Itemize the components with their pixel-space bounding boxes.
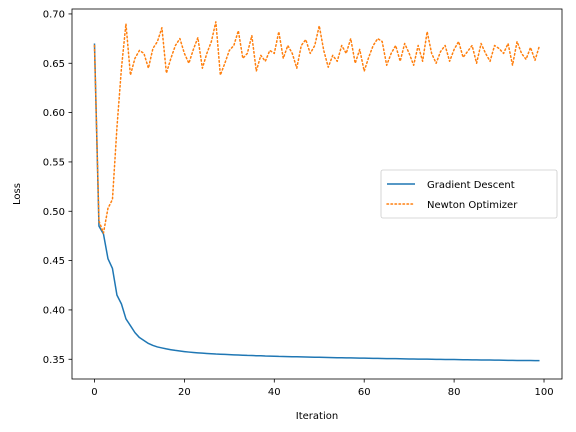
x-tick-label: 20 (178, 387, 191, 398)
legend-label-newton-optimizer: Newton Optimizer (427, 200, 518, 211)
y-tick-label: 0.35 (43, 355, 65, 366)
y-tick-label: 0.40 (43, 305, 65, 316)
y-tick-label: 0.65 (43, 59, 65, 70)
plot-area (93, 21, 541, 362)
x-axis-label: Iteration (296, 411, 338, 422)
series-line-newton-optimizer (93, 21, 541, 234)
legend-box (380, 169, 558, 219)
legend-label-gradient-descent: Gradient Descent (427, 180, 515, 191)
x-tick-label: 40 (268, 387, 281, 398)
y-axis-label: Loss (12, 183, 23, 205)
y-tick-label: 0.60 (43, 108, 65, 119)
series-line-gradient-descent (93, 43, 540, 362)
y-tick-label: 0.50 (43, 207, 65, 218)
x-tick-label: 60 (358, 387, 371, 398)
y-tick-label: 0.45 (43, 256, 65, 267)
y-axis: 0.35 0.40 0.45 0.50 0.55 0.60 0.65 0.70 (43, 9, 72, 366)
x-tick-label: 100 (534, 387, 553, 398)
plot-frame (71, 8, 563, 380)
y-tick-label: 0.55 (43, 157, 65, 168)
x-tick-label: 80 (448, 387, 461, 398)
legend: Gradient Descent Newton Optimizer (380, 169, 558, 219)
y-tick-label: 0.70 (43, 9, 65, 20)
x-tick-label: 0 (91, 387, 97, 398)
x-axis: 0 20 40 60 80 100 (91, 379, 554, 398)
